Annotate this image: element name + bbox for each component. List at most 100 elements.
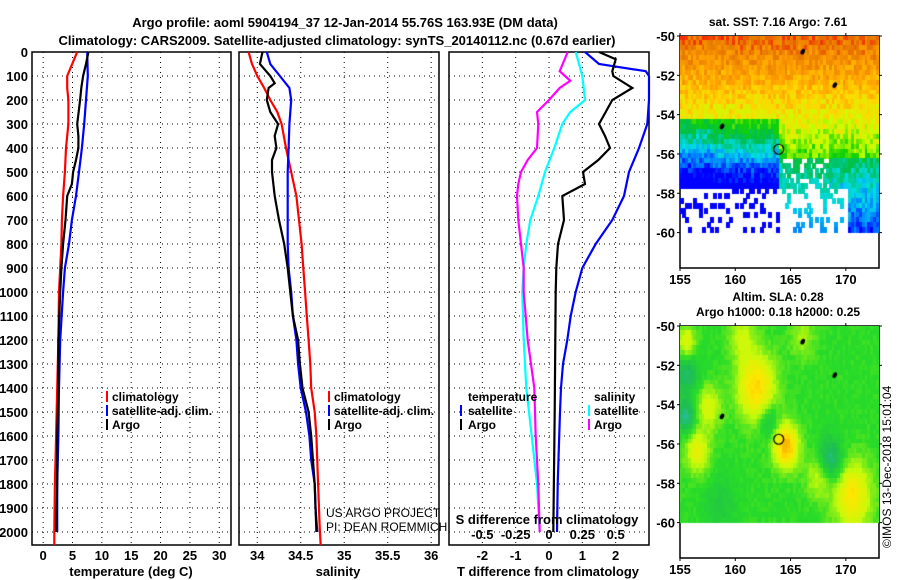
legend-label-satellite: satellite-adj. clim. <box>112 404 212 418</box>
difference-panel: -2 -1 0 1 2 -0.5 -0.25 0 0.25 0.5 <box>448 50 651 563</box>
legend-title-salinity: salinity <box>594 390 636 404</box>
x-tick-label: 0 <box>545 548 552 563</box>
depth-tick-label: 1200 <box>0 333 28 348</box>
depth-tick-label: 400 <box>6 141 28 156</box>
x-tick-label: 1 <box>579 548 586 563</box>
s-diff-tick-label: -0.25 <box>501 527 531 542</box>
legend-title-temperature: temperature <box>468 390 538 404</box>
s-diff-tick-label: -0.5 <box>471 527 493 542</box>
temperature-axis-label: temperature (deg C) <box>69 564 193 579</box>
legend-label-t-argo: Argo <box>468 418 496 432</box>
x-tick-label: 2 <box>612 548 619 563</box>
x-tick-label: 36 <box>424 548 438 563</box>
depth-tick-label: 800 <box>6 237 28 252</box>
credit-project: US ARGO PROJECT <box>326 506 441 520</box>
legend-label-climatology: climatology <box>112 390 179 404</box>
depth-tick-label: 700 <box>6 213 28 228</box>
x-tick-label: 34.5 <box>288 548 313 563</box>
plot-frame <box>238 51 440 546</box>
x-tick-label: 30 <box>212 548 226 563</box>
x-tick-label: 34 <box>250 548 265 563</box>
depth-tick-label: 1800 <box>0 477 28 492</box>
salinity-panel: 34 34.5 35 35.5 36 <box>238 51 440 563</box>
lat-tick-label: -50 <box>656 29 675 44</box>
lat-tick-label: -54 <box>656 108 676 123</box>
series-line-argo <box>55 51 90 533</box>
lon-tick-label: 155 <box>669 562 691 577</box>
credit-pi: PI: DEAN ROEMMICH <box>326 520 447 534</box>
series-line-s-argo <box>515 51 573 533</box>
sst-map-axes: -50 -52 -54 -56 -58 -60 155 160 165 170 <box>656 29 882 287</box>
legend-swatch-satellite <box>328 405 330 416</box>
x-tick-label: 25 <box>183 548 197 563</box>
depth-tick-label: 1500 <box>0 405 28 420</box>
legend-label-s-argo: Argo <box>594 418 622 432</box>
s-difference-axis-label: S difference from climatology <box>456 512 640 527</box>
legend-swatch-argo <box>106 419 108 430</box>
depth-tick-label: 1900 <box>0 501 28 516</box>
figure-title-line1: Argo profile: aoml 5904194_37 12-Jan-201… <box>132 15 558 30</box>
salinity-axis-label: salinity <box>316 564 362 579</box>
depth-tick-label: 1600 <box>0 429 28 444</box>
legend-swatch-t-argo <box>460 419 462 430</box>
depth-tick-label: 200 <box>6 93 28 108</box>
series-line-s-satellite <box>521 51 587 533</box>
lat-tick-label: -60 <box>656 226 675 241</box>
legend-label-argo: Argo <box>334 418 362 432</box>
difference-legend: temperature satellite Argo salinity sate… <box>460 390 639 432</box>
legend-swatch-climatology <box>106 391 108 402</box>
legend-swatch-s-argo <box>588 419 590 430</box>
temperature-panel: 0 5 10 15 20 25 30 <box>31 51 232 563</box>
sst-map-title: sat. SST: 7.16 Argo: 7.61 <box>709 15 848 29</box>
depth-tick-label: 1000 <box>0 285 28 300</box>
x-tick-label: 35.5 <box>375 548 400 563</box>
lon-tick-label: 155 <box>669 272 691 287</box>
depth-tick-label: 0 <box>21 45 28 60</box>
lat-tick-label: -56 <box>656 437 675 452</box>
x-tick-label: 20 <box>153 548 167 563</box>
legend-label-s-satellite: satellite <box>594 404 639 418</box>
sla-map-canvas <box>680 326 879 558</box>
depth-axis-labels: 0 100 200 300 400 500 600 700 800 900 1000 1100 1200… <box>0 45 28 540</box>
x-tick-label: 15 <box>124 548 138 563</box>
legend-swatch-t-satellite <box>460 405 462 416</box>
s-diff-tick-label: 0.5 <box>607 527 625 542</box>
depth-tick-label: 300 <box>6 117 28 132</box>
legend-label-t-satellite: satellite <box>468 404 513 418</box>
lon-tick-label: 165 <box>780 272 802 287</box>
lon-tick-label: 165 <box>780 562 802 577</box>
depth-tick-label: 600 <box>6 189 28 204</box>
legend-label-climatology: climatology <box>334 390 401 404</box>
depth-tick-label: 1300 <box>0 357 28 372</box>
x-tick-label: -2 <box>477 548 489 563</box>
sla-map-subtitle: Argo h1000: 0.18 h2000: 0.25 <box>696 305 860 319</box>
legend-swatch-s-satellite <box>588 405 590 416</box>
x-tick-label: 35 <box>337 548 351 563</box>
figure-title-line2: Climatology: CARS2009. Satellite-adjuste… <box>58 33 615 48</box>
salinity-legend: climatology satellite-adj. clim. Argo <box>328 390 434 432</box>
depth-tick-label: 1400 <box>0 381 28 396</box>
sst-map-canvas <box>680 36 879 268</box>
x-tick-label: 5 <box>69 548 76 563</box>
lat-tick-label: -50 <box>656 319 675 334</box>
lat-tick-label: -58 <box>656 476 675 491</box>
temperature-legend: climatology satellite-adj. clim. Argo <box>106 390 212 432</box>
series-line-t-satellite <box>555 51 651 533</box>
depth-tick-label: 100 <box>6 69 28 84</box>
x-tick-label: 10 <box>95 548 109 563</box>
lat-tick-label: -60 <box>656 516 675 531</box>
depth-tick-label: 1100 <box>0 309 28 324</box>
legend-label-satellite: satellite-adj. clim. <box>334 404 434 418</box>
legend-label-argo: Argo <box>112 418 140 432</box>
s-diff-tick-label: 0 <box>545 527 552 542</box>
series-line-argo <box>258 51 318 533</box>
legend-swatch-climatology <box>328 391 330 402</box>
depth-tick-label: 2000 <box>0 525 28 540</box>
lat-tick-label: -56 <box>656 147 675 162</box>
lon-tick-label: 170 <box>835 272 857 287</box>
legend-swatch-satellite <box>106 405 108 416</box>
sla-map-title: Altim. SLA: 0.28 <box>732 290 824 304</box>
series-line-climatology <box>53 51 79 545</box>
depth-tick-label: 1700 <box>0 453 28 468</box>
depth-tick-label: 900 <box>6 261 28 276</box>
